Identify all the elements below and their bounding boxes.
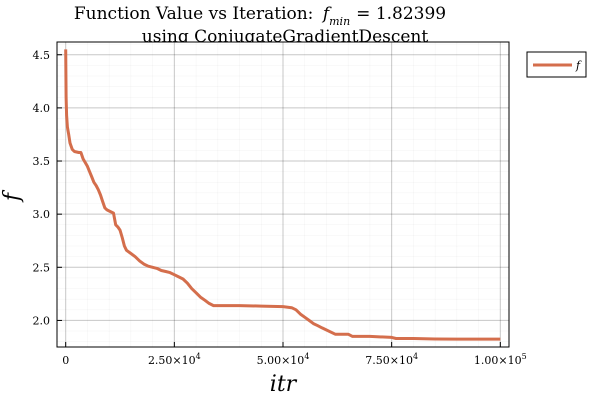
legend-label: f bbox=[575, 59, 582, 72]
title-sub: min bbox=[329, 15, 350, 28]
x-tick-label: 1.00×105 bbox=[474, 352, 527, 367]
chart-title: Function Value vs Iteration: fmin = 1.823… bbox=[74, 4, 446, 47]
series-line-f bbox=[64, 49, 501, 341]
y-tick-label: 2.5 bbox=[33, 261, 51, 274]
y-tick-label: 3.5 bbox=[33, 155, 51, 168]
x-tick-label: 7.50×104 bbox=[365, 352, 418, 367]
axis-ticks: 0 2.50×104 5.00×104 7.50×104 1.00×105 2.0 2.5 3… bbox=[33, 49, 527, 367]
title-line1: Function Value vs Iteration: bbox=[74, 4, 314, 24]
svg-text:Function Value vs Iteration:: Function Value vs Iteration: fmin = 1.823… bbox=[74, 4, 446, 28]
plot-area bbox=[56, 41, 510, 348]
x-axis-label: itr bbox=[270, 372, 298, 397]
title-value: = 1.82399 bbox=[356, 4, 446, 24]
legend: f bbox=[526, 51, 587, 78]
y-tick-label: 3.0 bbox=[33, 208, 51, 221]
major-grid bbox=[57, 42, 509, 347]
y-tick-label: 4.5 bbox=[33, 49, 51, 62]
x-tick-label: 5.00×104 bbox=[257, 352, 310, 367]
x-tick-label: 2.50×104 bbox=[148, 352, 201, 367]
y-tick-label: 2.0 bbox=[33, 314, 51, 327]
series-group bbox=[64, 49, 501, 341]
y-tick-label: 4.0 bbox=[33, 102, 51, 115]
x-tick-label: 0 bbox=[62, 354, 69, 367]
title-f: f bbox=[321, 4, 332, 24]
minor-grid bbox=[57, 42, 509, 347]
y-axis-label: f bbox=[0, 189, 25, 203]
